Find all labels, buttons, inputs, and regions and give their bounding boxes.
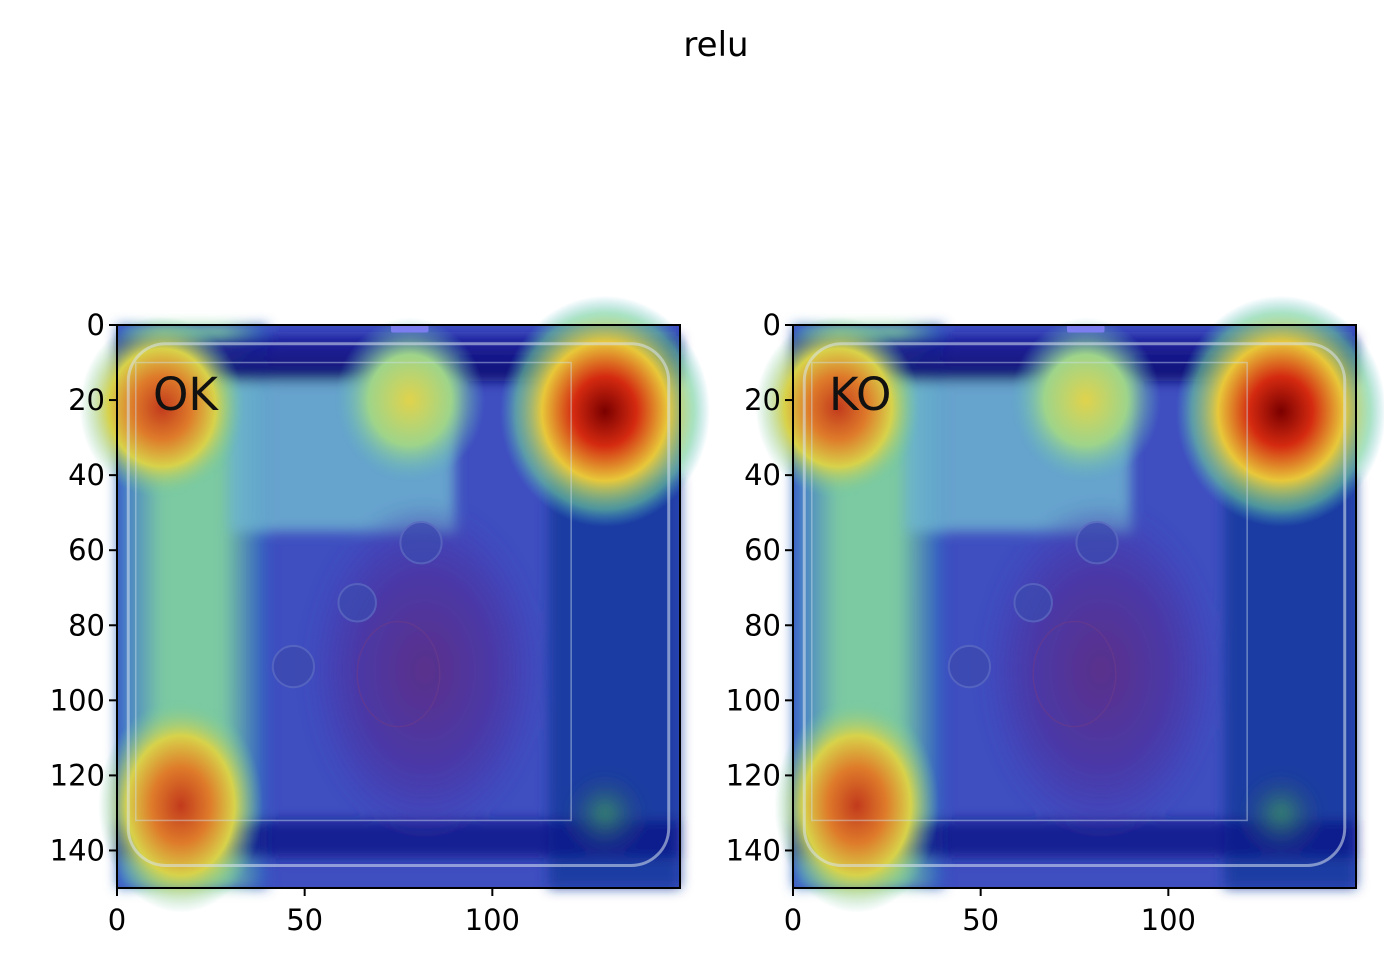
heat-spot — [755, 316, 921, 499]
green-field — [1235, 767, 1326, 858]
heat-spot — [1175, 295, 1384, 527]
y-tick-label: 120 — [726, 758, 781, 792]
tray-hole — [399, 521, 443, 565]
y-tick-label: 40 — [68, 458, 105, 492]
axes-frame — [792, 324, 1357, 889]
panel-annotation: OK — [153, 368, 219, 421]
y-tick-label: 20 — [68, 383, 105, 417]
y-tick-label: 100 — [726, 683, 781, 717]
y-tick-label: 20 — [744, 383, 781, 417]
heat-spot — [334, 317, 485, 483]
y-tick-label: 60 — [744, 533, 781, 567]
y-tick-label: 0 — [763, 308, 781, 342]
x-axis-ticks: 0 50 100 — [108, 888, 520, 937]
tray-inner-edge — [811, 361, 1248, 822]
heat-spot — [1010, 317, 1161, 483]
y-tick-label: 140 — [726, 833, 781, 867]
y-tick-label: 80 — [68, 608, 105, 642]
tray-outline — [126, 342, 671, 867]
tray-outline — [802, 342, 1347, 867]
tray-hole — [271, 644, 316, 689]
tray-hole — [337, 582, 377, 623]
x-tick-label: 100 — [465, 903, 520, 937]
y-axis-ticks: 0 20 40 60 80 100 120 140 — [726, 308, 793, 867]
tray-hole — [1013, 582, 1053, 623]
heat-spot — [774, 698, 940, 913]
tray-hole — [1075, 521, 1119, 565]
x-axis-ticks: 0 50 100 — [784, 888, 1196, 937]
heat-spot — [98, 698, 264, 913]
panel-annotation: KO — [829, 368, 891, 421]
x-tick-label: 50 — [962, 903, 999, 937]
y-axis-ticks: 0 20 40 60 80 100 120 140 — [50, 308, 117, 867]
y-tick-label: 40 — [744, 458, 781, 492]
y-tick-label: 120 — [50, 758, 105, 792]
tray-inner-edge — [135, 361, 572, 822]
heatmap-image — [79, 295, 711, 913]
x-tick-label: 0 — [108, 903, 126, 937]
tray-boss — [356, 620, 441, 728]
top-notch — [1066, 325, 1105, 333]
x-tick-label: 0 — [784, 903, 802, 937]
heatmap-panel-left: OK 0 50 100 0 20 40 60 80 100 120 140 — [50, 295, 711, 937]
green-field — [559, 767, 650, 858]
tray-boss — [1032, 620, 1117, 728]
heat-spot — [79, 316, 245, 499]
heatmap-image — [755, 295, 1384, 913]
axes-frame — [116, 324, 681, 889]
figure-suptitle: relu — [683, 25, 748, 65]
y-tick-label: 80 — [744, 608, 781, 642]
x-tick-label: 50 — [286, 903, 323, 937]
x-tick-label: 100 — [1141, 903, 1196, 937]
heat-spot — [499, 295, 711, 527]
heatmap-panel-right: KO 0 50 100 0 20 40 60 80 100 120 140 — [726, 295, 1384, 937]
y-tick-label: 140 — [50, 833, 105, 867]
y-tick-label: 100 — [50, 683, 105, 717]
tray-hole — [947, 644, 992, 689]
top-notch — [390, 325, 429, 333]
y-tick-label: 0 — [87, 308, 105, 342]
y-tick-label: 60 — [68, 533, 105, 567]
